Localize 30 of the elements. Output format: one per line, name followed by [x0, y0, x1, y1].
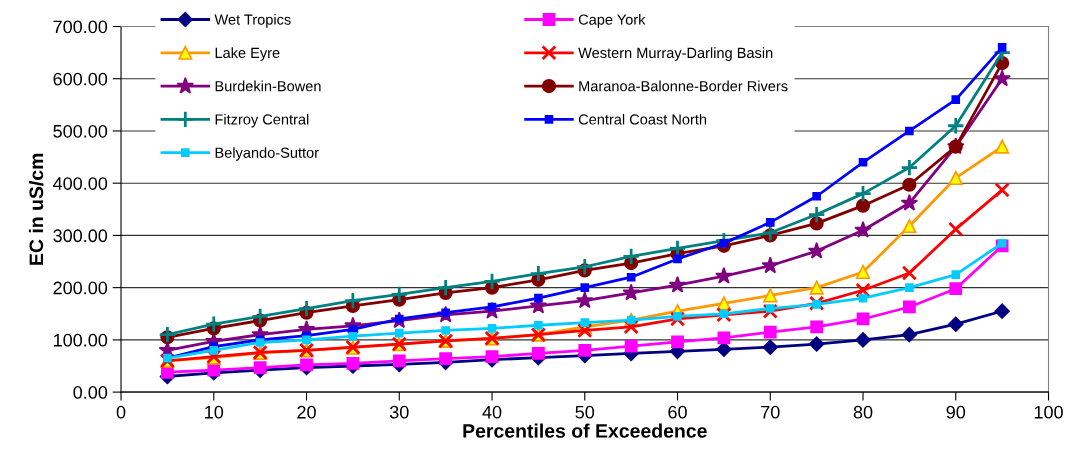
- x-tick-label: 90: [946, 405, 966, 419]
- y-tick-label: 300.00: [53, 229, 108, 243]
- x-tick-label: 70: [761, 405, 780, 419]
- x-tick-label: 50: [575, 405, 595, 419]
- y-tick-label: 700.00: [53, 20, 108, 34]
- x-tick-label: 10: [205, 405, 224, 419]
- legend-label: Maranoa-Balonne-Border Rivers: [579, 80, 788, 92]
- legend-label: Western Murray-Darling Basin: [578, 47, 773, 61]
- x-tick-label: 20: [297, 405, 316, 419]
- legend-label: Lake Eyre: [215, 47, 280, 61]
- x-tick-label: 100: [1034, 405, 1063, 419]
- y-tick-label: 500.00: [53, 124, 108, 138]
- legend-label: Belyando-Suttor: [215, 147, 319, 161]
- y-tick-label: 200.00: [53, 281, 108, 295]
- y-tick-label: 600.00: [53, 72, 108, 86]
- y-tick-label: 100.00: [53, 333, 108, 347]
- legend-label: Cape York: [578, 14, 646, 28]
- legend-label: Fitzroy Central: [215, 113, 309, 128]
- x-tick-label: 80: [853, 405, 873, 419]
- y-tick-label: 400.00: [53, 177, 108, 190]
- x-axis-title: Percentiles of Exceedence: [463, 423, 707, 438]
- legend-label: Wet Tropics: [214, 14, 291, 28]
- legend-label: Central Coast North: [578, 113, 707, 125]
- x-tick-label: 40: [482, 405, 502, 419]
- y-axis-title: EC in uS/cm: [28, 153, 44, 265]
- y-tick-label: 0.00: [73, 386, 108, 399]
- x-tick-label: 30: [389, 405, 409, 419]
- x-tick-label: 60: [668, 405, 687, 419]
- x-tick-label: 0: [116, 405, 126, 419]
- legend-label: Burdekin-Bowen: [215, 80, 321, 92]
